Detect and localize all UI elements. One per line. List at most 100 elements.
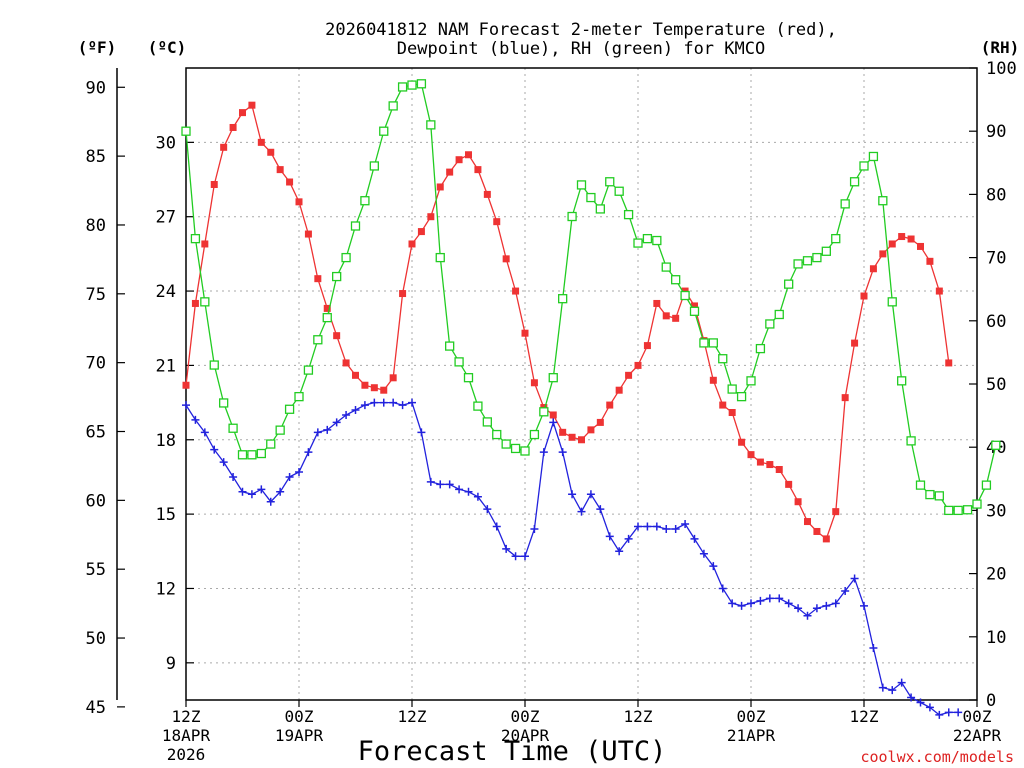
rh-point <box>510 443 521 454</box>
rh-point <box>849 177 860 187</box>
temperature-point <box>634 361 642 369</box>
rh-point <box>840 199 850 209</box>
temperature-point <box>869 265 877 273</box>
celsius-tick-label: 9 <box>166 654 176 674</box>
rh-point <box>350 221 361 231</box>
dewpoint-point <box>841 586 850 595</box>
temperature-point <box>851 339 859 347</box>
dewpoint-point <box>784 599 793 608</box>
dewpoint-point <box>737 601 746 610</box>
celsius-tick-label: 24 <box>156 282 176 302</box>
rh-tick-label: 100 <box>986 59 1017 79</box>
time-tick-label: 12Z <box>850 707 879 726</box>
temperature-point <box>474 166 482 174</box>
date-tick-label: 22APR <box>953 726 1002 745</box>
rh-point <box>256 448 266 459</box>
rh-point <box>445 341 455 351</box>
rh-point <box>247 450 257 460</box>
dewpoint-point <box>473 492 482 501</box>
rh-point <box>369 161 379 171</box>
temperature-point <box>794 498 802 506</box>
temperature-point <box>587 426 595 434</box>
dewpoint-point <box>812 604 821 613</box>
temperature-point <box>625 371 633 379</box>
celsius-tick-label: 12 <box>156 579 176 599</box>
temperature-point <box>267 148 275 156</box>
rh-point <box>520 446 530 456</box>
dewpoint-point <box>831 599 840 608</box>
temperature-point <box>926 257 934 265</box>
dewpoint-point <box>219 458 228 467</box>
dewpoint-point <box>502 544 511 553</box>
rh-point <box>379 126 389 136</box>
temperature-point <box>352 371 359 379</box>
rh-point <box>623 209 634 220</box>
x-axis-title: Forecast Time (UTC) <box>358 736 667 767</box>
rh-point <box>746 376 756 386</box>
temperature-line <box>185 104 950 540</box>
temperature-point <box>210 180 218 188</box>
rh-point <box>576 180 587 190</box>
temperature-point <box>898 233 906 241</box>
rh-point <box>567 211 577 222</box>
dewpoint-point <box>408 398 416 407</box>
dewpoint-point <box>888 686 897 695</box>
rh-point <box>718 354 728 364</box>
text-labels: 2026041812 NAM Forecast 2-meter Temperat… <box>78 20 1020 767</box>
rh-point <box>981 480 992 490</box>
temperature-point <box>191 299 199 307</box>
temperature-point <box>399 290 407 298</box>
temperature-point <box>370 384 378 392</box>
dewpoint-point <box>643 522 652 531</box>
rh-point <box>435 252 445 263</box>
rh-tick-label: 10 <box>986 628 1006 648</box>
dewpoint-point <box>728 599 737 608</box>
temperature-point <box>549 411 557 419</box>
dewpoint-point <box>530 524 539 533</box>
dewpoint-point <box>878 683 887 692</box>
dewpoint-point <box>332 418 341 427</box>
rh-point <box>661 262 671 272</box>
dewpoint-point <box>389 398 398 407</box>
rh-point <box>426 120 436 130</box>
dewpoint-point <box>200 428 209 437</box>
time-tick-label: 00Z <box>511 707 540 726</box>
rh-point <box>755 343 766 354</box>
rh-point <box>821 246 831 256</box>
dewpoint-point <box>747 599 755 608</box>
temperature-point <box>286 178 294 186</box>
dewpoint-point <box>483 505 492 514</box>
temperature-point <box>380 386 388 394</box>
dewpoint-point <box>445 480 454 489</box>
dewpoint-point <box>342 410 351 419</box>
rh-point <box>595 204 605 214</box>
rh-point <box>237 450 248 460</box>
dewpoint-point <box>191 415 200 424</box>
date-tick-label: 19APR <box>275 726 324 745</box>
dewpoint-point <box>455 485 464 494</box>
rh-point <box>181 126 191 136</box>
rh-point <box>897 376 907 386</box>
dewpoint-point <box>775 594 784 603</box>
rh-point <box>332 271 342 282</box>
dewpoint-point <box>765 594 774 603</box>
rh-point <box>473 401 483 411</box>
temperature-point <box>559 428 567 436</box>
rh-point <box>972 499 982 509</box>
dewpoint-point <box>860 601 868 610</box>
time-tick-label: 12Z <box>172 707 201 726</box>
title-line-1: 2026041812 NAM Forecast 2-meter Temperat… <box>325 20 837 40</box>
rh-point <box>313 335 323 345</box>
dewpoint-point <box>925 703 934 712</box>
dewpoint-point <box>850 574 859 583</box>
temperature-point <box>785 480 793 488</box>
temperature-point <box>822 535 830 543</box>
rh-point <box>925 489 935 500</box>
dewpoint-point <box>869 643 878 652</box>
dewpoint-point <box>238 487 247 496</box>
dewpoint-point <box>417 428 426 437</box>
rh-tick-label: 50 <box>986 375 1006 395</box>
temperature-point <box>408 240 416 248</box>
temperature-point <box>417 228 425 236</box>
time-tick-label: 12Z <box>624 707 653 726</box>
